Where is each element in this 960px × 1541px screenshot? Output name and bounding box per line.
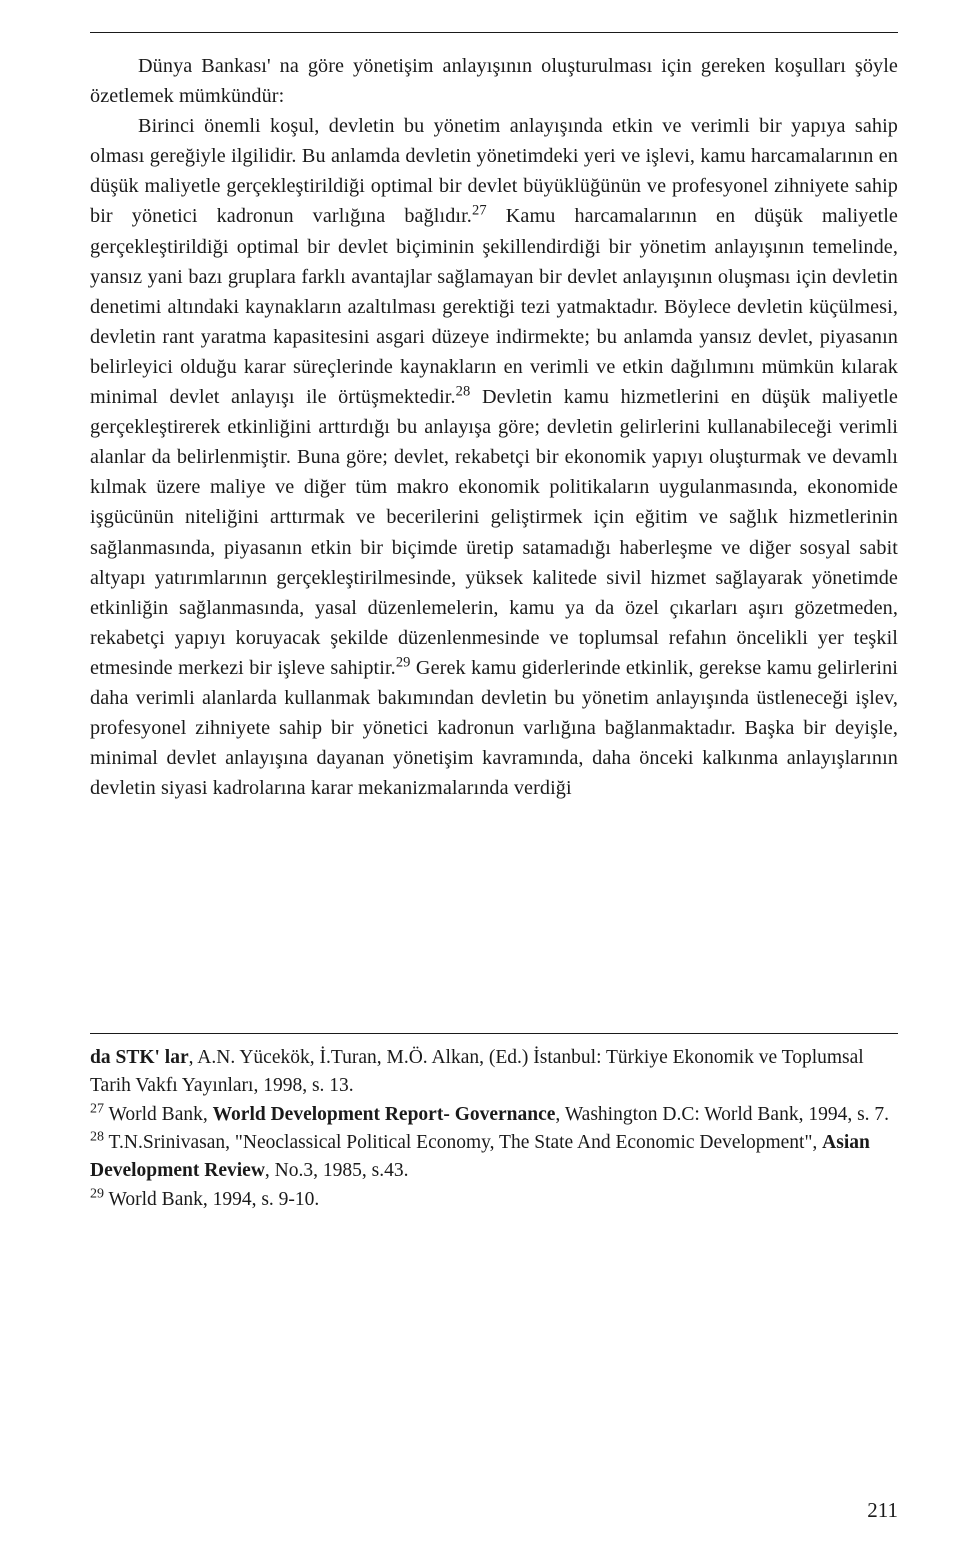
paragraph-2: Birinci önemli koşul, devletin bu yöneti… — [90, 111, 898, 803]
footnote-27-num: 27 — [90, 1100, 104, 1116]
footnote-27: 27 World Bank, World Development Report-… — [90, 1101, 898, 1129]
superscript-28: 28 — [456, 383, 471, 399]
footnote-28: 28 T.N.Srinivasan, "Neoclassical Politic… — [90, 1129, 898, 1184]
footnote-28-a: T.N.Srinivasan, "Neoclassical Political … — [104, 1132, 822, 1153]
superscript-27: 27 — [472, 203, 487, 219]
footnote-bold-stk: da STK' lar — [90, 1047, 189, 1068]
paragraph-1: Dünya Bankası' na göre yönetişim anlayış… — [90, 51, 898, 111]
superscript-29: 29 — [396, 654, 411, 670]
footnote-27-title: World Development Report- Governance — [213, 1104, 556, 1125]
footnote-28-num: 28 — [90, 1129, 104, 1145]
footnote-29: 29 World Bank, 1994, s. 9-10. — [90, 1186, 898, 1214]
top-horizontal-rule — [90, 32, 898, 33]
footnote-1-rest: , A.N. Yücekök, İ.Turan, M.Ö. Alkan, (Ed… — [90, 1047, 864, 1096]
footnote-horizontal-rule — [90, 1033, 898, 1034]
footnote-27-a: World Bank, — [104, 1104, 213, 1125]
page-number: 211 — [867, 1498, 898, 1523]
footnote-28-c: , No.3, 1985, s.43. — [265, 1160, 409, 1181]
footnote-27-c: , Washington D.C: World Bank, 1994, s. 7… — [555, 1104, 889, 1125]
para1-text: Dünya Bankası' na göre yönetişim anlayış… — [90, 55, 898, 107]
footnote-29-num: 29 — [90, 1185, 104, 1201]
footnote-continuation: da STK' lar, A.N. Yücekök, İ.Turan, M.Ö.… — [90, 1044, 898, 1099]
para2-text-3: Devletin kamu hizmetlerini en düşük mali… — [90, 386, 898, 679]
footnotes-block: da STK' lar, A.N. Yücekök, İ.Turan, M.Ö.… — [90, 1044, 898, 1213]
para2-text-2: Kamu harcamalarının en düşük maliyetle g… — [90, 205, 898, 408]
footnote-29-a: World Bank, 1994, s. 9-10. — [104, 1189, 319, 1210]
